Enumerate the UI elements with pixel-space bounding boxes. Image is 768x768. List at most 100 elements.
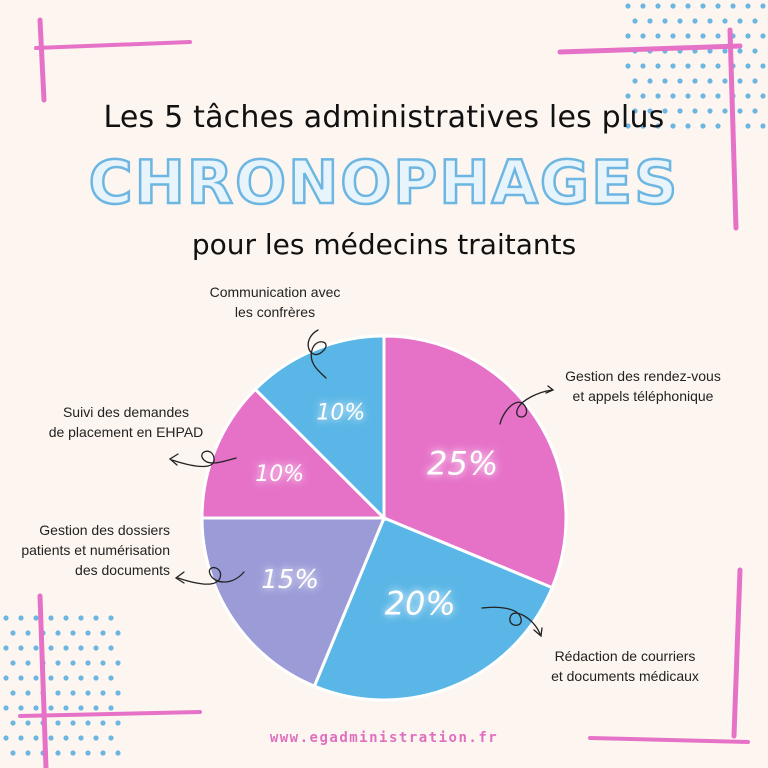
dot — [10, 630, 16, 636]
dot — [670, 63, 676, 69]
dot — [115, 720, 121, 726]
dot — [677, 18, 683, 24]
dot — [715, 3, 721, 9]
label-courriers: Rédaction de courriers et documents médi… — [530, 646, 720, 686]
dot — [745, 3, 751, 9]
dot — [18, 615, 24, 621]
dot — [760, 123, 766, 129]
dot — [752, 48, 758, 54]
dot — [707, 18, 713, 24]
dot — [55, 720, 61, 726]
dot — [760, 3, 766, 9]
dot — [722, 108, 728, 114]
dot — [640, 33, 646, 39]
pie-slice-communication — [253, 334, 386, 522]
curly-arrows — [168, 329, 555, 638]
dot — [85, 750, 91, 756]
dot — [685, 3, 691, 9]
dot — [625, 63, 631, 69]
dot — [63, 705, 69, 711]
dot — [662, 18, 668, 24]
dot — [700, 93, 706, 99]
dot — [715, 123, 721, 129]
dot — [700, 33, 706, 39]
dot — [692, 78, 698, 84]
dot — [93, 675, 99, 681]
dot — [48, 615, 54, 621]
slice-value-courriers: 20% — [385, 584, 456, 622]
slice-value-dossiers: 15% — [261, 565, 319, 595]
dot — [760, 93, 766, 99]
dot — [730, 3, 736, 9]
dot — [625, 93, 631, 99]
label-dossiers-line-2: patients et numérisation — [21, 542, 170, 558]
dot — [48, 645, 54, 651]
dot — [655, 33, 661, 39]
dot — [640, 123, 646, 129]
dot — [647, 78, 653, 84]
dot — [33, 735, 39, 741]
dot — [685, 123, 691, 129]
dot — [55, 750, 61, 756]
dot — [25, 630, 31, 636]
dot — [25, 720, 31, 726]
dot — [108, 645, 114, 651]
dot — [108, 705, 114, 711]
dot — [3, 735, 9, 741]
dot — [115, 660, 121, 666]
dot — [70, 690, 76, 696]
dot — [677, 78, 683, 84]
dot — [115, 690, 121, 696]
slice-value-communication: 10% — [316, 401, 365, 426]
dot — [48, 735, 54, 741]
dot — [745, 93, 751, 99]
dot — [640, 3, 646, 9]
title-highlight: CHRONOPHAGES — [87, 147, 680, 220]
pie-slice-ehpad — [200, 387, 388, 520]
dot — [737, 78, 743, 84]
dot — [737, 48, 743, 54]
dot — [655, 63, 661, 69]
dot — [115, 750, 121, 756]
dot — [25, 690, 31, 696]
dot — [707, 108, 713, 114]
dot — [685, 33, 691, 39]
dot — [3, 675, 9, 681]
dot — [677, 108, 683, 114]
dot — [722, 18, 728, 24]
dot — [640, 93, 646, 99]
dot — [655, 93, 661, 99]
dot — [18, 645, 24, 651]
dot — [100, 630, 106, 636]
dot — [670, 3, 676, 9]
dot — [692, 108, 698, 114]
dot — [737, 108, 743, 114]
dot — [647, 108, 653, 114]
pie-slice-dossiers — [200, 516, 387, 689]
dot — [108, 675, 114, 681]
dot — [78, 645, 84, 651]
dot — [33, 675, 39, 681]
dot — [63, 735, 69, 741]
label-ehpad-line-1: Suivi des demandes — [62, 404, 190, 420]
pie-slice-rdv — [382, 334, 568, 590]
dot — [85, 690, 91, 696]
title-line-3: pour les médecins traitants — [191, 228, 577, 261]
footer-url[interactable]: www.egadministration.fr — [269, 730, 499, 746]
title-line-1: Les 5 tâches administratives les plus — [103, 100, 665, 135]
dot — [655, 3, 661, 9]
dot — [78, 615, 84, 621]
dot — [70, 660, 76, 666]
dot — [78, 675, 84, 681]
label-courriers-line-2: et documents médicaux — [551, 668, 699, 684]
dot — [93, 645, 99, 651]
dot — [707, 48, 713, 54]
dot — [700, 3, 706, 9]
dot — [18, 735, 24, 741]
dot — [78, 705, 84, 711]
label-ehpad-line-2: de placement en EHPAD — [48, 424, 204, 440]
dot — [670, 33, 676, 39]
dot — [3, 645, 9, 651]
